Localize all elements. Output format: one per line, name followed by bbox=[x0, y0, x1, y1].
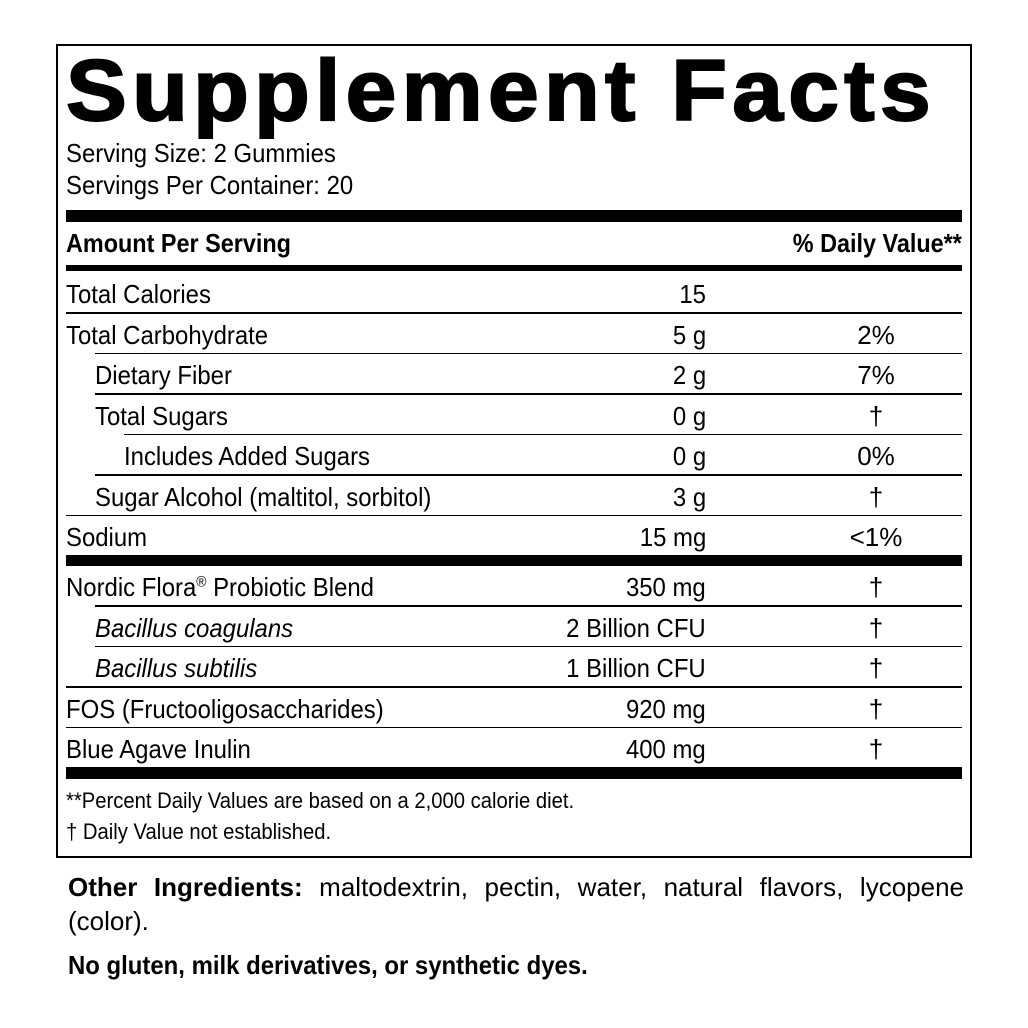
row-label: Total Carbohydrate bbox=[66, 320, 268, 351]
table-row: Sugar Alcohol (maltitol, sorbitol) 3 g † bbox=[66, 476, 962, 516]
row-label-text: Bacillus subtilis bbox=[95, 653, 258, 683]
supplement-facts-panel: Supplement Facts Serving Size: 2 Gummies… bbox=[56, 42, 972, 858]
row-daily-value: † bbox=[868, 734, 884, 764]
row-label-text: Bacillus coagulans bbox=[95, 612, 294, 643]
allergen-statement: No gluten, milk derivatives, or syntheti… bbox=[68, 950, 588, 980]
table-row: Blue Agave Inulin 400 mg † bbox=[66, 728, 962, 769]
thick-divider bbox=[66, 555, 962, 566]
table-row: Dietary Fiber 2 g 7% bbox=[66, 354, 962, 395]
row-label: Sugar Alcohol (maltitol, sorbitol) bbox=[95, 482, 431, 513]
row-label-text: Nordic Flora bbox=[66, 572, 197, 602]
row-daily-value: 0% bbox=[857, 441, 895, 471]
medium-divider bbox=[66, 265, 962, 271]
daily-value-label: % Daily Value** bbox=[792, 228, 962, 258]
row-divider bbox=[66, 514, 962, 516]
row-divider bbox=[95, 605, 962, 607]
row-label-text: Total Calories bbox=[66, 279, 211, 309]
table-row: Includes Added Sugars 0 g 0% bbox=[66, 435, 962, 476]
row-daily-value: <1% bbox=[849, 522, 903, 552]
row-daily-value: † bbox=[868, 400, 884, 431]
row-daily-value: † bbox=[868, 481, 884, 512]
panel-title: Supplement Facts bbox=[65, 42, 936, 140]
row-daily-value: † bbox=[868, 612, 884, 643]
row-amount: 2 g bbox=[672, 360, 706, 390]
footnote-dagger: † Daily Value not established. bbox=[66, 819, 332, 844]
row-divider bbox=[66, 726, 962, 728]
row-divider bbox=[66, 686, 962, 688]
column-header: Amount Per Serving % Daily Value** bbox=[66, 222, 962, 266]
amount-per-serving-label: Amount Per Serving bbox=[66, 228, 291, 258]
row-divider bbox=[66, 312, 962, 314]
row-label-text: Total Carbohydrate bbox=[66, 319, 269, 350]
row-label: Dietary Fiber bbox=[95, 360, 232, 391]
row-label-text: Sodium bbox=[66, 522, 148, 552]
other-ingredients: Other Ingredients: maltodextrin, pectin,… bbox=[68, 870, 964, 938]
table-row: Nordic Flora® Probiotic Blend 350 mg † bbox=[66, 566, 962, 607]
servings-per-container: Servings Per Container: 20 bbox=[66, 170, 354, 200]
serving-size: Serving Size: 2 Gummies bbox=[66, 138, 336, 168]
row-label: Total Sugars bbox=[95, 401, 228, 432]
row-label-text: Total Sugars bbox=[95, 400, 228, 431]
row-label-text: Dietary Fiber bbox=[95, 360, 232, 390]
row-daily-value: † bbox=[868, 653, 884, 683]
row-label: Nordic Flora® Probiotic Blend bbox=[66, 572, 374, 603]
table-row: Total Carbohydrate 5 g 2% bbox=[66, 314, 962, 354]
row-label-text: Probiotic Blend bbox=[206, 572, 374, 602]
other-ingredients-label: Other Ingredients: bbox=[68, 872, 303, 902]
row-label: Total Calories bbox=[66, 279, 211, 310]
row-label: Blue Agave Inulin bbox=[66, 734, 251, 765]
other-ingredients-text: maltodextrin, pectin, water, natural fla… bbox=[68, 872, 964, 936]
table-row: Bacillus coagulans 2 Billion CFU † bbox=[66, 607, 962, 647]
row-amount: 15 bbox=[679, 279, 706, 309]
row-label-text: Sugar Alcohol (maltitol, sorbitol) bbox=[95, 481, 432, 512]
row-label: Sodium bbox=[66, 522, 147, 553]
row-amount: 1 Billion CFU bbox=[566, 653, 706, 683]
row-label: Bacillus subtilis bbox=[95, 653, 257, 684]
row-amount: 350 mg bbox=[626, 572, 706, 602]
row-daily-value: 2% bbox=[857, 319, 895, 350]
row-amount: 2 Billion CFU bbox=[566, 612, 706, 643]
row-label-text: Blue Agave Inulin bbox=[66, 734, 251, 764]
row-divider bbox=[95, 352, 962, 354]
thick-divider bbox=[66, 767, 962, 779]
row-divider bbox=[95, 645, 962, 647]
registered-mark: ® bbox=[196, 573, 207, 591]
table-row: Total Calories 15 bbox=[66, 273, 962, 314]
row-amount: 0 g bbox=[672, 400, 706, 431]
row-label-text: FOS (Fructooligosaccharides) bbox=[66, 693, 384, 724]
row-amount: 15 mg bbox=[639, 522, 706, 552]
row-daily-value: † bbox=[868, 572, 884, 602]
table-row: Total Sugars 0 g † bbox=[66, 395, 962, 435]
row-label: FOS (Fructooligosaccharides) bbox=[66, 694, 384, 725]
row-daily-value: 7% bbox=[857, 360, 895, 390]
row-label: Bacillus coagulans bbox=[95, 613, 293, 644]
row-amount: 400 mg bbox=[626, 734, 706, 764]
row-divider bbox=[124, 433, 962, 435]
row-amount: 3 g bbox=[672, 481, 706, 512]
table-row: Bacillus subtilis 1 Billion CFU † bbox=[66, 647, 962, 688]
thick-divider bbox=[66, 210, 962, 222]
row-label: Includes Added Sugars bbox=[124, 441, 370, 472]
table-row: FOS (Fructooligosaccharides) 920 mg † bbox=[66, 688, 962, 728]
row-divider bbox=[95, 474, 962, 476]
row-daily-value: † bbox=[868, 693, 884, 724]
row-amount: 920 mg bbox=[626, 693, 706, 724]
table-row: Sodium 15 mg <1% bbox=[66, 516, 962, 557]
row-amount: 0 g bbox=[672, 441, 706, 471]
row-label-text: Includes Added Sugars bbox=[124, 441, 371, 471]
footnote-daily-values: **Percent Daily Values are based on a 2,… bbox=[66, 788, 575, 813]
row-amount: 5 g bbox=[672, 319, 706, 350]
row-divider bbox=[95, 393, 962, 395]
